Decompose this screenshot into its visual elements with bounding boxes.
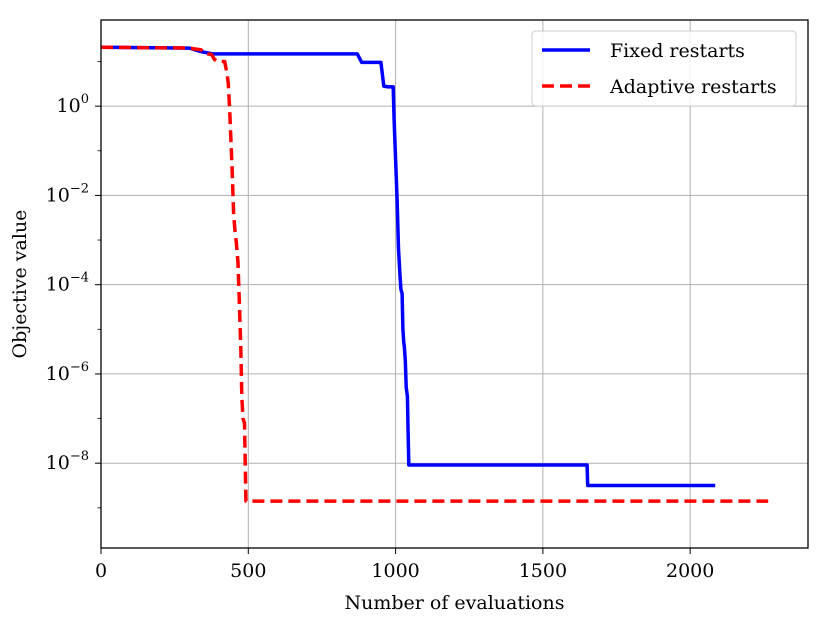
series-line-adaptive-restarts <box>100 45 769 503</box>
x-tick-label: 2000 <box>666 560 714 582</box>
grid-lines <box>100 20 808 548</box>
series-layer <box>100 45 769 503</box>
legend-label-adaptive-restarts: Adaptive restarts <box>609 76 777 98</box>
x-tick-label: 500 <box>230 560 266 582</box>
y-axis-label: Objective value <box>9 210 31 359</box>
legend: Fixed restarts Adaptive restarts <box>531 30 797 107</box>
series-line-fixed-restarts <box>100 45 716 488</box>
x-tick-label: 1000 <box>371 560 419 582</box>
x-axis-ticks: 0 500 1000 1500 2000 <box>95 548 714 582</box>
plot-frame <box>100 19 809 549</box>
legend-label-fixed-restarts: Fixed restarts <box>610 40 745 62</box>
x-tick-label: 0 <box>95 560 107 582</box>
x-tick-label: 1500 <box>519 560 567 582</box>
legend-box <box>531 30 797 107</box>
x-axis-label: Number of evaluations <box>344 592 564 614</box>
